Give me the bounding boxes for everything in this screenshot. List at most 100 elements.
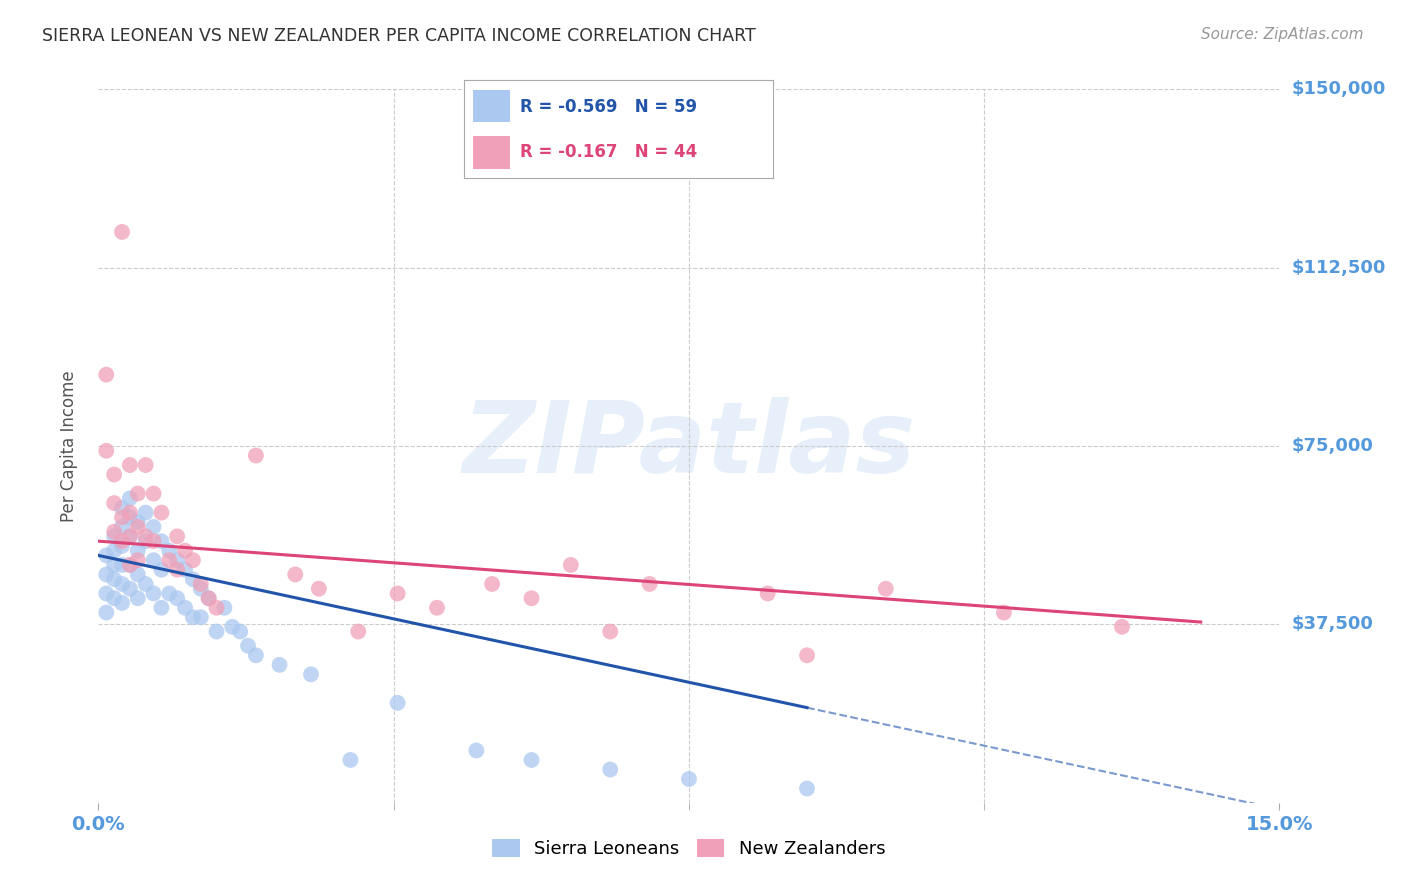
Point bbox=[118, 529, 141, 543]
Point bbox=[142, 486, 165, 500]
Point bbox=[135, 506, 157, 520]
Point bbox=[560, 558, 582, 572]
Point bbox=[214, 600, 236, 615]
Point bbox=[103, 467, 125, 482]
Point bbox=[150, 534, 173, 549]
Point bbox=[1111, 620, 1133, 634]
Point bbox=[118, 582, 141, 596]
Point bbox=[127, 515, 149, 529]
Point bbox=[190, 582, 212, 596]
Point bbox=[796, 781, 818, 796]
Point bbox=[127, 553, 149, 567]
Point bbox=[150, 506, 173, 520]
Point bbox=[127, 520, 149, 534]
Text: $75,000: $75,000 bbox=[1291, 437, 1374, 455]
Point bbox=[426, 600, 449, 615]
Point bbox=[135, 529, 157, 543]
Point bbox=[127, 591, 149, 606]
Point bbox=[299, 667, 322, 681]
Point bbox=[142, 553, 165, 567]
Point bbox=[875, 582, 897, 596]
Point bbox=[111, 520, 134, 534]
Point bbox=[111, 510, 134, 524]
Point bbox=[269, 657, 291, 672]
Point bbox=[205, 624, 228, 639]
Point bbox=[678, 772, 700, 786]
Point bbox=[135, 577, 157, 591]
Point bbox=[103, 591, 125, 606]
Point bbox=[520, 591, 543, 606]
Point bbox=[599, 763, 621, 777]
Point bbox=[135, 458, 157, 472]
Point bbox=[103, 572, 125, 586]
Point bbox=[96, 443, 118, 458]
Point bbox=[142, 534, 165, 549]
Point bbox=[118, 529, 141, 543]
Point bbox=[347, 624, 370, 639]
Point bbox=[993, 606, 1015, 620]
Point bbox=[103, 529, 125, 543]
Point bbox=[481, 577, 503, 591]
Point bbox=[150, 600, 173, 615]
Point bbox=[197, 591, 219, 606]
Point bbox=[96, 368, 118, 382]
Point bbox=[638, 577, 661, 591]
Text: $150,000: $150,000 bbox=[1291, 80, 1386, 98]
Point bbox=[339, 753, 361, 767]
Point bbox=[174, 543, 197, 558]
Point bbox=[118, 510, 141, 524]
Point bbox=[127, 486, 149, 500]
Point bbox=[221, 620, 243, 634]
Point bbox=[174, 600, 197, 615]
Point bbox=[387, 586, 409, 600]
Point bbox=[96, 586, 118, 600]
FancyBboxPatch shape bbox=[474, 90, 510, 122]
Point bbox=[520, 753, 543, 767]
Point bbox=[245, 648, 267, 663]
Point bbox=[111, 534, 134, 549]
Point bbox=[135, 534, 157, 549]
Point bbox=[756, 586, 779, 600]
Point bbox=[142, 520, 165, 534]
Point bbox=[245, 449, 267, 463]
Point bbox=[796, 648, 818, 663]
Point bbox=[111, 558, 134, 572]
Point bbox=[103, 524, 125, 539]
Point bbox=[111, 225, 134, 239]
Text: R = -0.569   N = 59: R = -0.569 N = 59 bbox=[520, 98, 697, 116]
Point bbox=[181, 610, 204, 624]
Text: SIERRA LEONEAN VS NEW ZEALANDER PER CAPITA INCOME CORRELATION CHART: SIERRA LEONEAN VS NEW ZEALANDER PER CAPI… bbox=[42, 27, 756, 45]
Point bbox=[284, 567, 307, 582]
Point bbox=[465, 743, 488, 757]
Point bbox=[103, 543, 125, 558]
Point bbox=[174, 563, 197, 577]
Point bbox=[118, 506, 141, 520]
Point bbox=[387, 696, 409, 710]
Point bbox=[181, 553, 204, 567]
Point bbox=[96, 567, 118, 582]
Point bbox=[111, 500, 134, 515]
Point bbox=[205, 600, 228, 615]
Point bbox=[118, 558, 141, 572]
Point bbox=[118, 458, 141, 472]
Point bbox=[103, 496, 125, 510]
Text: $112,500: $112,500 bbox=[1291, 259, 1386, 277]
Point bbox=[166, 591, 188, 606]
Point bbox=[157, 586, 180, 600]
Point bbox=[96, 549, 118, 563]
Point bbox=[111, 577, 134, 591]
Point bbox=[118, 491, 141, 506]
Y-axis label: Per Capita Income: Per Capita Income bbox=[59, 370, 77, 522]
Point bbox=[103, 558, 125, 572]
Point bbox=[166, 529, 188, 543]
Point bbox=[166, 563, 188, 577]
Point bbox=[197, 591, 219, 606]
Point bbox=[236, 639, 259, 653]
Point bbox=[111, 596, 134, 610]
Point bbox=[166, 553, 188, 567]
Legend: Sierra Leoneans, New Zealanders: Sierra Leoneans, New Zealanders bbox=[485, 831, 893, 865]
Text: R = -0.167   N = 44: R = -0.167 N = 44 bbox=[520, 143, 697, 161]
Point bbox=[157, 553, 180, 567]
Text: Source: ZipAtlas.com: Source: ZipAtlas.com bbox=[1201, 27, 1364, 42]
FancyBboxPatch shape bbox=[474, 136, 510, 169]
